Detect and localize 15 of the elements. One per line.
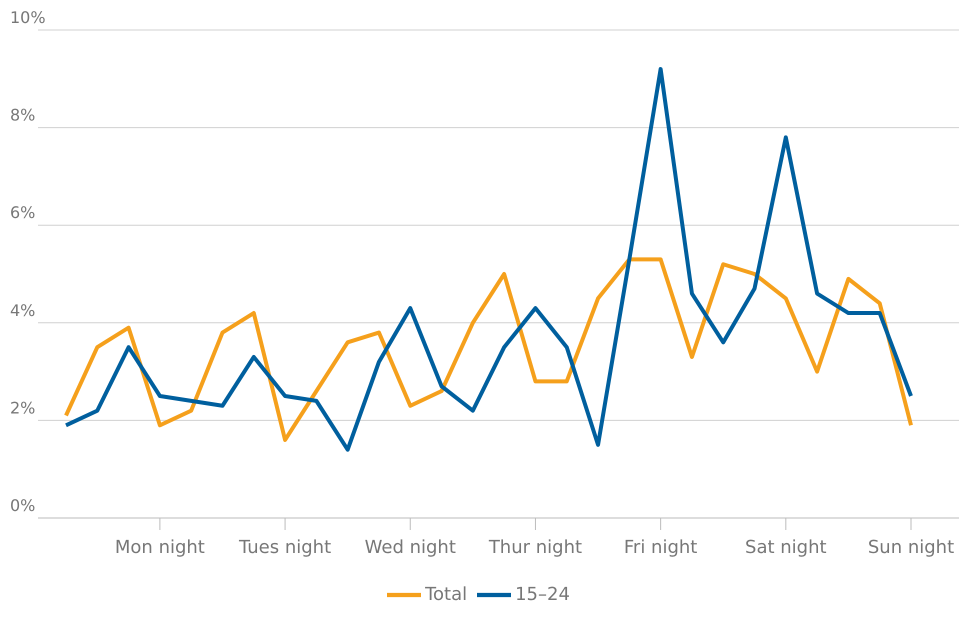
y-tick-label: 4% bbox=[10, 300, 36, 320]
x-tick-label: Thur night bbox=[488, 536, 582, 558]
legend-label: 15–24 bbox=[515, 584, 570, 605]
x-tick-label: Tues night bbox=[238, 536, 332, 558]
x-tick-label: Sun night bbox=[868, 536, 954, 558]
x-tick-label: Mon night bbox=[114, 536, 205, 558]
y-tick-label: 8% bbox=[10, 106, 36, 125]
y-tick-label: 6% bbox=[10, 203, 36, 222]
x-tick-label: Sat night bbox=[745, 536, 827, 558]
legend-label: Total bbox=[425, 584, 468, 605]
x-tick-label: Fri night bbox=[624, 536, 698, 558]
y-tick-label: 2% bbox=[10, 398, 36, 418]
y-tick-label: 10% bbox=[10, 8, 46, 27]
x-tick-label: Wed night bbox=[364, 536, 456, 558]
y-tick-label: 0% bbox=[10, 496, 36, 515]
